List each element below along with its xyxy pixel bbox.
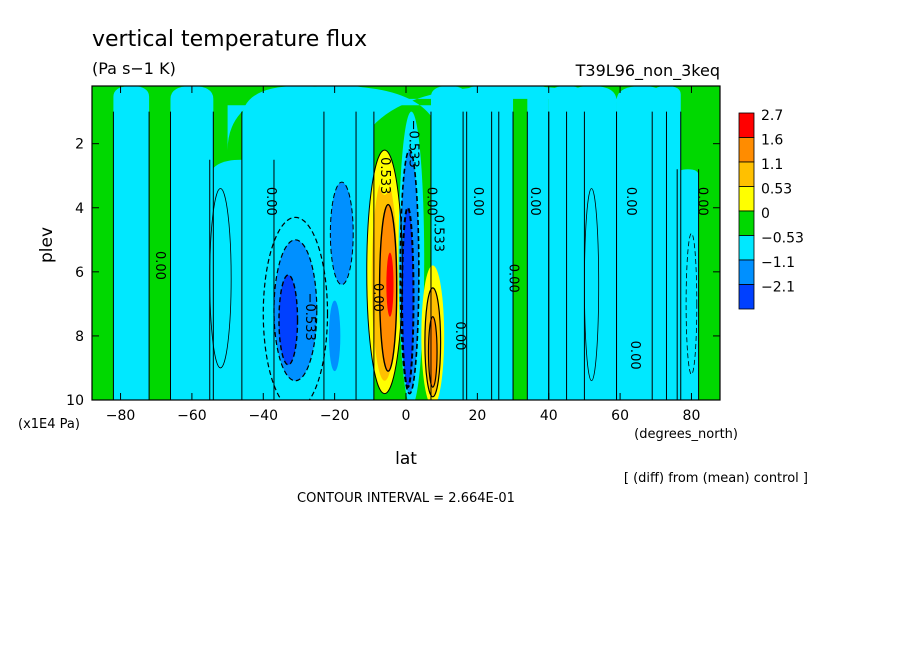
x-tick-label: 20 [468,408,486,424]
negative-cell [402,207,414,388]
colorbar-label: −2.1 [761,280,795,296]
negative-band [491,86,514,400]
contour-label: 0.533 [431,215,446,252]
contour-label: 0.00 [623,187,638,216]
contour-line [378,203,398,372]
contour-labels: 0.000.00−0.5330.5330.00−0.5330.000.5330.… [152,120,709,370]
x-tick-label: 40 [540,408,558,424]
contour-line [685,232,698,375]
flux-features [263,111,445,400]
contour-label: 0.00 [263,187,278,216]
y-tick-label: 10 [66,393,84,409]
contour-label: 0.00 [370,283,385,312]
y-tick-label: 2 [75,137,84,153]
colorbar-label: 1.1 [761,157,783,173]
colorbar-swatch [738,137,755,163]
x-tick-label: 80 [683,408,701,424]
contour-label: 0.00 [470,187,485,216]
colorbar-swatch [738,259,755,285]
contour-interval: CONTOUR INTERVAL = 2.664E-01 [297,491,515,506]
colorbar-swatch [738,210,755,236]
chart-units: (Pa s−1 K) [92,59,176,78]
negative-band [113,86,150,400]
positive-cell [386,252,394,317]
contour-label: −0.533 [302,293,317,341]
colorbar-label: 1.6 [761,133,783,149]
contour-label: 0.00 [527,187,542,216]
negative-cell [330,182,354,285]
colorbar-label: −1.1 [761,255,795,271]
x-tick-label: −20 [320,408,350,424]
colorbar-swatch [738,112,755,138]
negative-cell [328,300,341,372]
colorbar-swatch [738,161,755,187]
colorbar-label: 2.7 [761,108,783,124]
colorbar-label: 0 [761,206,770,222]
contour-line [424,287,442,398]
contour-line [329,181,354,286]
contour-line [401,206,415,389]
x-axis-label: lat [395,449,417,469]
negative-band [677,169,699,400]
negative-cell [278,275,298,365]
y-tick-label: 6 [75,265,84,281]
colorbar-label: 0.53 [761,182,792,198]
plot-area: 0.000.00−0.5330.5330.00−0.5330.000.5330.… [92,86,720,400]
x-axis: −80 −60 −40 −20 0 20 40 60 80 [106,86,701,424]
negative-band [527,86,549,400]
colorbar-swatch [738,235,755,261]
colorbar-label: −0.53 [761,231,804,247]
colorbar-swatch [738,186,755,212]
colorbar-swatch [738,284,755,310]
contour-label: 0.00 [505,264,520,293]
contour-line [278,274,299,366]
positive-cell [378,156,391,195]
contour-lines [112,111,700,400]
x-tick-label: 0 [402,408,411,424]
x-tick-label: 60 [611,408,629,424]
x-axis-units: (degrees_north) [634,427,738,442]
contour-line [427,316,438,388]
comparison-note: [ (diff) from (mean) control ] [624,471,808,486]
contour-label: −0.533 [406,120,421,168]
contour-line [366,149,403,395]
contour-label: 0.00 [627,341,642,370]
x-tick-label: −60 [177,408,207,424]
y-axis-label: plev [37,227,57,263]
contour-label: 0.00 [695,187,710,216]
y-axis-units: (x1E4 Pa) [18,417,80,432]
y-tick-label: 8 [75,329,84,345]
contour-label: 0.00 [423,187,438,216]
contour-line [262,216,329,400]
contour-label: 0.00 [152,251,167,280]
run-label: T39L96_non_3keq [575,61,720,81]
colorbar: 2.7 1.6 1.1 0.53 0 −0.53 −1.1 −2.1 [738,108,804,310]
negative-band [566,86,617,400]
negative-band [170,86,214,400]
negative-band [463,86,499,400]
contour-label: 0.00 [452,321,467,350]
contour-line [399,149,420,395]
x-tick-label: −80 [106,408,136,424]
y-axis: 2 4 6 8 10 [66,137,720,409]
x-tick-label: −40 [248,408,278,424]
y-tick-label: 4 [75,201,84,217]
contour-label: 0.533 [377,157,392,194]
chart-title: vertical temperature flux [92,27,367,52]
